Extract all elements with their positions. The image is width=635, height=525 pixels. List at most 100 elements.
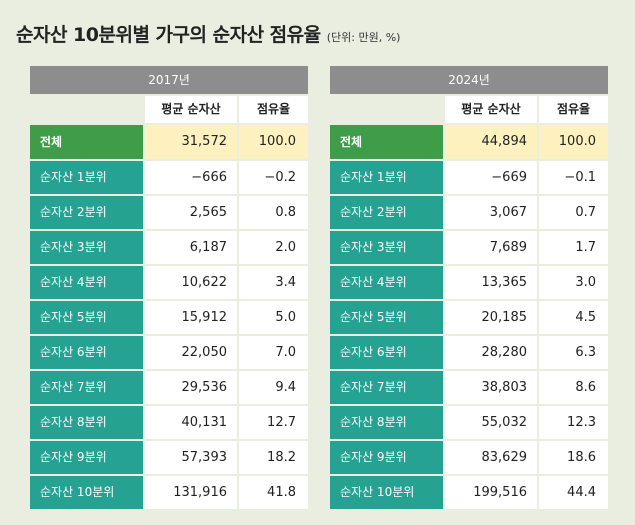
share-cell: 100.0 bbox=[239, 125, 308, 159]
table-row: 순자산 9분위 57,393 18.2 bbox=[30, 441, 308, 474]
avg-net-assets-cell: 13,365 bbox=[445, 266, 537, 299]
table-row: 순자산 4분위 13,365 3.0 bbox=[330, 266, 608, 299]
table-row: 순자산 8분위 55,032 12.3 bbox=[330, 406, 608, 439]
share-cell: 18.2 bbox=[239, 441, 308, 474]
table-row: 순자산 7분위 29,536 9.4 bbox=[30, 371, 308, 404]
row-label: 순자산 6분위 bbox=[330, 336, 443, 369]
table-row: 순자산 1분위 −669 −0.1 bbox=[330, 161, 608, 194]
avg-net-assets-cell: 7,689 bbox=[445, 231, 537, 264]
row-label: 순자산 2분위 bbox=[30, 196, 143, 229]
year-header: 2017년 bbox=[30, 66, 308, 94]
column-header-avg-net-assets: 평균 순자산 bbox=[445, 96, 537, 123]
share-cell: −0.2 bbox=[239, 161, 308, 194]
share-cell: 100.0 bbox=[539, 125, 608, 159]
row-label: 순자산 6분위 bbox=[30, 336, 143, 369]
title-text: 순자산 10분위별 가구의 순자산 점유율 bbox=[16, 24, 321, 46]
avg-net-assets-cell: 55,032 bbox=[445, 406, 537, 439]
row-label: 순자산 7분위 bbox=[330, 371, 443, 404]
total-row: 전체 31,572 100.0 bbox=[30, 125, 308, 159]
share-cell: 8.6 bbox=[539, 371, 608, 404]
header-spacer bbox=[30, 96, 143, 123]
header-spacer bbox=[330, 96, 443, 123]
table-row: 순자산 2분위 2,565 0.8 bbox=[30, 196, 308, 229]
table-row: 순자산 6분위 28,280 6.3 bbox=[330, 336, 608, 369]
table-row: 순자산 6분위 22,050 7.0 bbox=[30, 336, 308, 369]
share-cell: 5.0 bbox=[239, 301, 308, 334]
row-label: 순자산 5분위 bbox=[30, 301, 143, 334]
avg-net-assets-cell: 38,803 bbox=[445, 371, 537, 404]
share-cell: 6.3 bbox=[539, 336, 608, 369]
share-cell: 12.3 bbox=[539, 406, 608, 439]
table-2024: 2024년 평균 순자산 점유율 전체 44,894 100.0 순자산 1분위 −66… bbox=[330, 66, 608, 511]
total-row: 전체 44,894 100.0 bbox=[330, 125, 608, 159]
share-cell: 3.0 bbox=[539, 266, 608, 299]
share-cell: 18.6 bbox=[539, 441, 608, 474]
avg-net-assets-cell: 57,393 bbox=[145, 441, 237, 474]
avg-net-assets-cell: 83,629 bbox=[445, 441, 537, 474]
row-label: 순자산 4분위 bbox=[330, 266, 443, 299]
share-cell: 44.4 bbox=[539, 476, 608, 509]
row-label: 순자산 9분위 bbox=[330, 441, 443, 474]
column-headers: 평균 순자산 점유율 bbox=[30, 96, 308, 123]
table-2017: 2017년 평균 순자산 점유율 전체 31,572 100.0 순자산 1분위 −66… bbox=[30, 66, 308, 511]
table-row: 순자산 1분위 −666 −0.2 bbox=[30, 161, 308, 194]
column-header-share: 점유율 bbox=[239, 96, 308, 123]
table-row: 순자산 4분위 10,622 3.4 bbox=[30, 266, 308, 299]
share-cell: 3.4 bbox=[239, 266, 308, 299]
table-row: 순자산 8분위 40,131 12.7 bbox=[30, 406, 308, 439]
row-label: 순자산 10분위 bbox=[30, 476, 143, 509]
avg-net-assets-cell: 2,565 bbox=[145, 196, 237, 229]
column-header-avg-net-assets: 평균 순자산 bbox=[145, 96, 237, 123]
row-label: 순자산 1분위 bbox=[330, 161, 443, 194]
avg-net-assets-cell: 15,912 bbox=[145, 301, 237, 334]
share-cell: 2.0 bbox=[239, 231, 308, 264]
column-headers: 평균 순자산 점유율 bbox=[330, 96, 608, 123]
table-body: 전체 31,572 100.0 순자산 1분위 −666 −0.2 순자산 2분위 2,565… bbox=[30, 125, 308, 509]
avg-net-assets-cell: 3,067 bbox=[445, 196, 537, 229]
avg-net-assets-cell: 31,572 bbox=[145, 125, 237, 159]
share-cell: 4.5 bbox=[539, 301, 608, 334]
avg-net-assets-cell: 199,516 bbox=[445, 476, 537, 509]
table-row: 순자산 2분위 3,067 0.7 bbox=[330, 196, 608, 229]
row-label: 순자산 8분위 bbox=[30, 406, 143, 439]
row-label: 순자산 5분위 bbox=[330, 301, 443, 334]
row-label: 순자산 3분위 bbox=[330, 231, 443, 264]
row-label: 순자산 8분위 bbox=[330, 406, 443, 439]
share-cell: 41.8 bbox=[239, 476, 308, 509]
share-cell: 1.7 bbox=[539, 231, 608, 264]
column-header-share: 점유율 bbox=[539, 96, 608, 123]
avg-net-assets-cell: 44,894 bbox=[445, 125, 537, 159]
table-row: 순자산 7분위 38,803 8.6 bbox=[330, 371, 608, 404]
avg-net-assets-cell: −669 bbox=[445, 161, 537, 194]
share-cell: 12.7 bbox=[239, 406, 308, 439]
row-label: 전체 bbox=[30, 125, 143, 159]
row-label: 순자산 2분위 bbox=[330, 196, 443, 229]
table-body: 전체 44,894 100.0 순자산 1분위 −669 −0.1 순자산 2분위 3,067… bbox=[330, 125, 608, 509]
row-label: 순자산 10분위 bbox=[330, 476, 443, 509]
avg-net-assets-cell: 6,187 bbox=[145, 231, 237, 264]
table-row: 순자산 3분위 6,187 2.0 bbox=[30, 231, 308, 264]
share-cell: 9.4 bbox=[239, 371, 308, 404]
avg-net-assets-cell: 29,536 bbox=[145, 371, 237, 404]
table-row: 순자산 9분위 83,629 18.6 bbox=[330, 441, 608, 474]
year-header: 2024년 bbox=[330, 66, 608, 94]
share-cell: 0.7 bbox=[539, 196, 608, 229]
share-cell: 7.0 bbox=[239, 336, 308, 369]
table-row: 순자산 5분위 20,185 4.5 bbox=[330, 301, 608, 334]
avg-net-assets-cell: 20,185 bbox=[445, 301, 537, 334]
table-row: 순자산 10분위 131,916 41.8 bbox=[30, 476, 308, 509]
avg-net-assets-cell: 131,916 bbox=[145, 476, 237, 509]
row-label: 순자산 1분위 bbox=[30, 161, 143, 194]
table-row: 순자산 3분위 7,689 1.7 bbox=[330, 231, 608, 264]
share-cell: 0.8 bbox=[239, 196, 308, 229]
page-title: 순자산 10분위별 가구의 순자산 점유율 (단위: 만원, %) bbox=[16, 20, 400, 47]
avg-net-assets-cell: 40,131 bbox=[145, 406, 237, 439]
table-row: 순자산 5분위 15,912 5.0 bbox=[30, 301, 308, 334]
row-label: 순자산 4분위 bbox=[30, 266, 143, 299]
avg-net-assets-cell: 28,280 bbox=[445, 336, 537, 369]
avg-net-assets-cell: 10,622 bbox=[145, 266, 237, 299]
unit-note: (단위: 만원, %) bbox=[326, 31, 401, 44]
avg-net-assets-cell: −666 bbox=[145, 161, 237, 194]
row-label: 순자산 3분위 bbox=[30, 231, 143, 264]
row-label: 순자산 7분위 bbox=[30, 371, 143, 404]
